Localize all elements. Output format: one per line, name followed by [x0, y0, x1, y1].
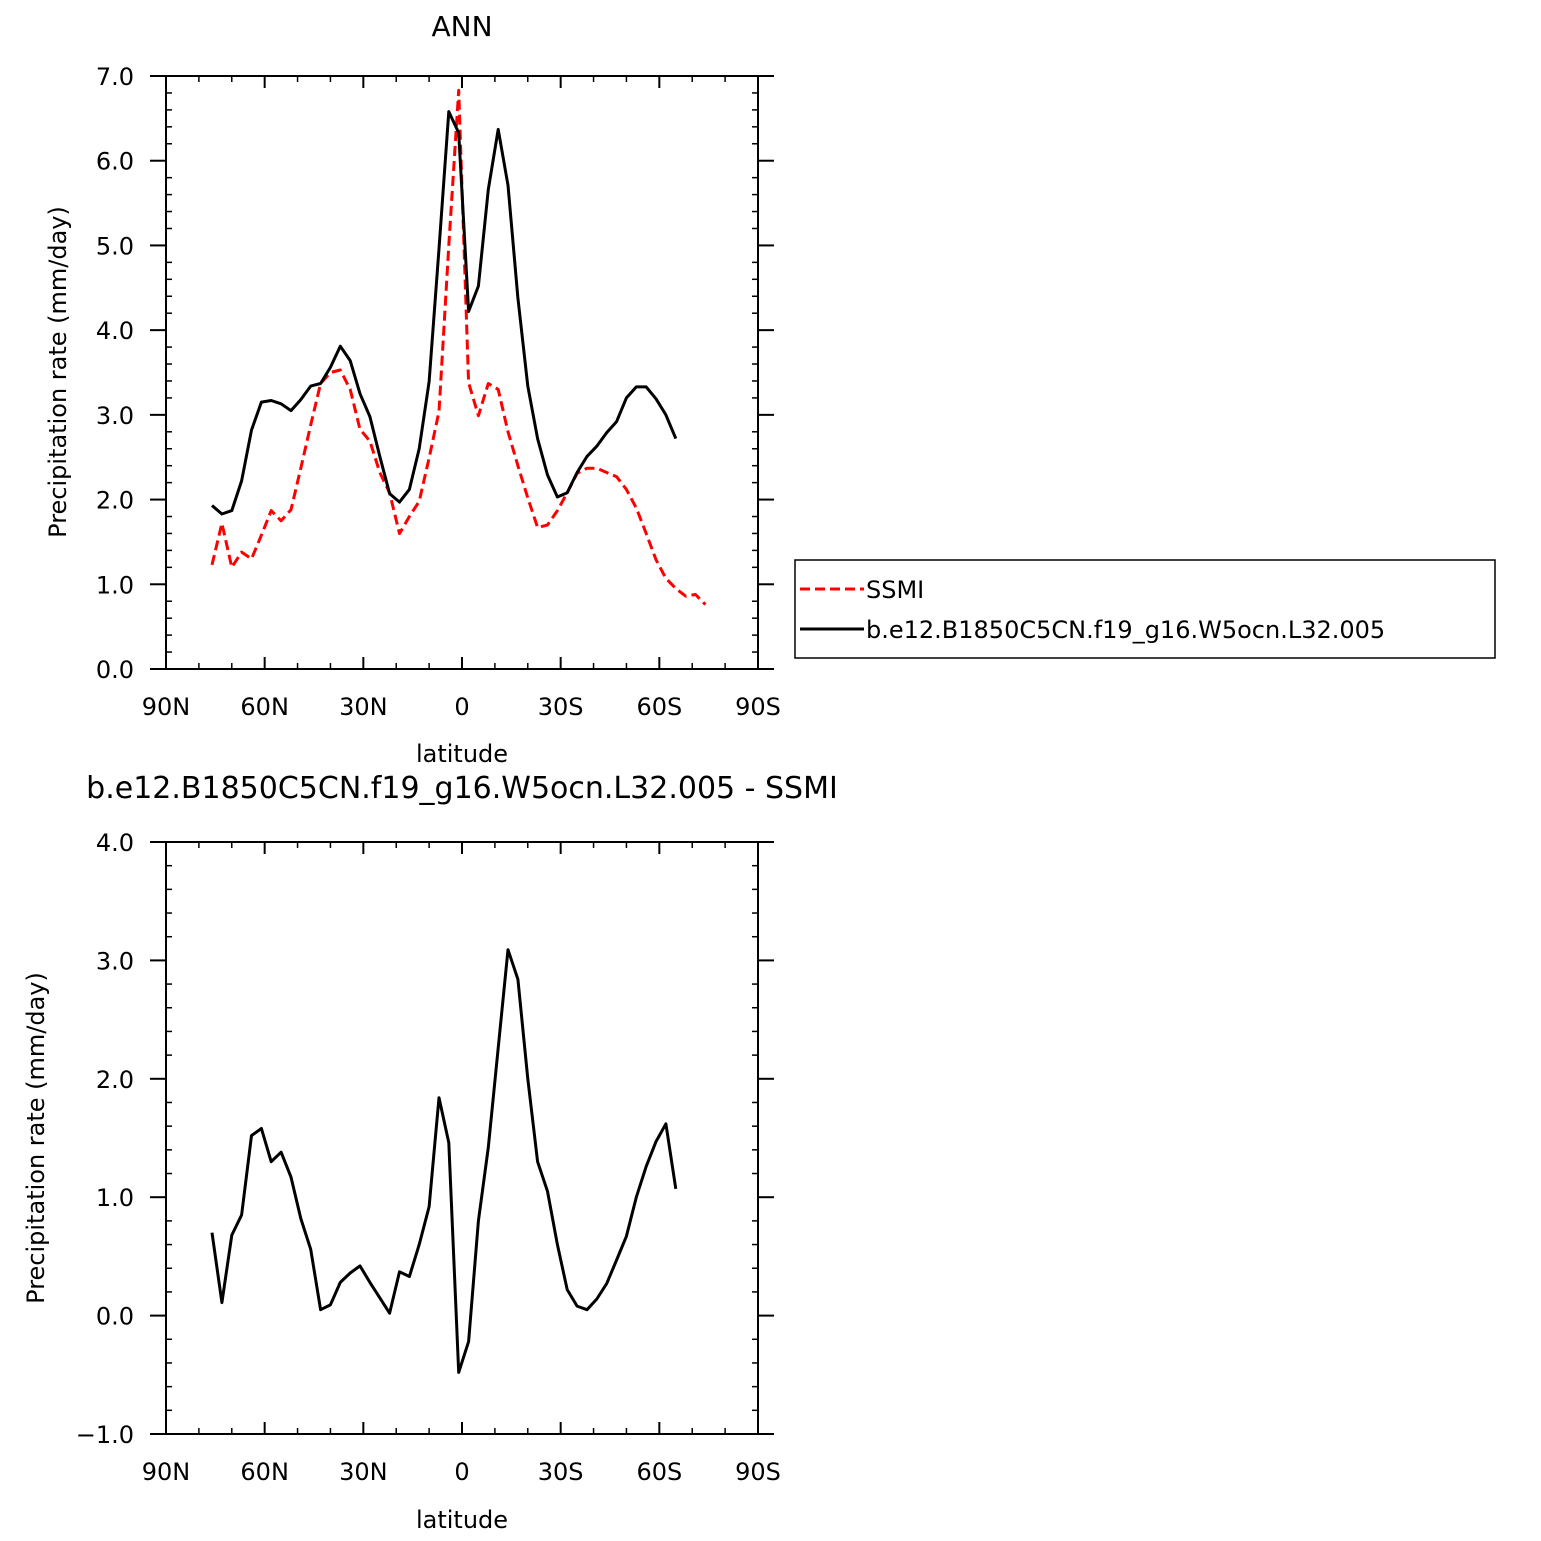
top-x-tick-label: 90S: [735, 693, 781, 721]
top-x-tick-label: 60S: [636, 693, 682, 721]
bottom-chart-xlabel: latitude: [416, 1506, 508, 1534]
bottom-chart-tick-labels: 90N 60N 30N 0 30S 60S 90S −1.0 0.0 1.0 2.0 3.0 4.0: [76, 829, 781, 1486]
bottom-x-tick-label: 30N: [339, 1458, 388, 1486]
top-x-tick-label: 90N: [142, 693, 191, 721]
top-chart-xlabel: latitude: [416, 740, 508, 768]
bottom-x-tick-label: 30S: [538, 1458, 584, 1486]
top-series-line-ssmi: [210, 88, 707, 606]
bottom-chart-title: b.e12.B1850C5CN.f19_g16.W5ocn.L32.005 - …: [86, 771, 838, 806]
top-y-tick-label: 7.0: [96, 63, 134, 91]
top-x-tick-label: 30S: [538, 693, 584, 721]
bottom-x-tick-label: 60N: [240, 1458, 289, 1486]
bottom-y-tick-label: 4.0: [96, 829, 134, 857]
bottom-x-tick-label: 60S: [636, 1458, 682, 1486]
bottom-series-line-difference: [210, 948, 678, 1374]
top-y-tick-label: 5.0: [96, 232, 134, 260]
top-x-tick-label: 60N: [240, 693, 289, 721]
bottom-y-tick-label: −1.0: [76, 1421, 134, 1449]
top-chart-legend: SSMI b.e12.B1850C5CN.f19_g16.W5ocn.L32.0…: [794, 559, 1496, 659]
top-x-tick-label: 0: [454, 693, 469, 721]
legend-label-model: b.e12.B1850C5CN.f19_g16.W5ocn.L32.005: [866, 616, 1385, 644]
bottom-x-tick-label: 90N: [142, 1458, 191, 1486]
bottom-y-tick-label: 1.0: [96, 1184, 134, 1212]
top-x-tick-label: 30N: [339, 693, 388, 721]
bottom-y-tick-label: 2.0: [96, 1066, 134, 1094]
bottom-y-tick-label: 3.0: [96, 947, 134, 975]
top-y-tick-label: 2.0: [96, 487, 134, 515]
top-chart-series: [210, 88, 707, 606]
bottom-chart: b.e12.B1850C5CN.f19_g16.W5ocn.L32.005 - …: [22, 771, 838, 1534]
bottom-x-tick-label: 90S: [735, 1458, 781, 1486]
bottom-y-tick-label: 0.0: [96, 1303, 134, 1331]
top-chart: ANN Precipitation rate (mm/day) latitude…: [44, 10, 781, 768]
top-y-tick-label: 1.0: [96, 571, 134, 599]
top-chart-ylabel: Precipitation rate (mm/day): [44, 206, 72, 538]
top-y-tick-label: 3.0: [96, 402, 134, 430]
bottom-x-tick-label: 0: [454, 1458, 469, 1486]
top-y-tick-label: 6.0: [96, 148, 134, 176]
legend-label-ssmi: SSMI: [866, 576, 924, 604]
bottom-chart-frame: [165, 841, 759, 1435]
legend-box: [794, 559, 1496, 659]
bottom-chart-series: [210, 948, 678, 1374]
top-y-tick-label: 0.0: [96, 656, 134, 684]
top-chart-title: ANN: [431, 10, 492, 43]
bottom-chart-ylabel: Precipitation rate (mm/day): [22, 972, 50, 1304]
top-chart-tick-labels: 90N 60N 30N 0 30S 60S 90S 0.0 1.0 2.0 3.0 4.0 5.0 6.0…: [96, 63, 781, 721]
top-chart-frame: [165, 75, 759, 670]
top-series-line-model: [211, 110, 678, 516]
top-y-tick-label: 4.0: [96, 317, 134, 345]
